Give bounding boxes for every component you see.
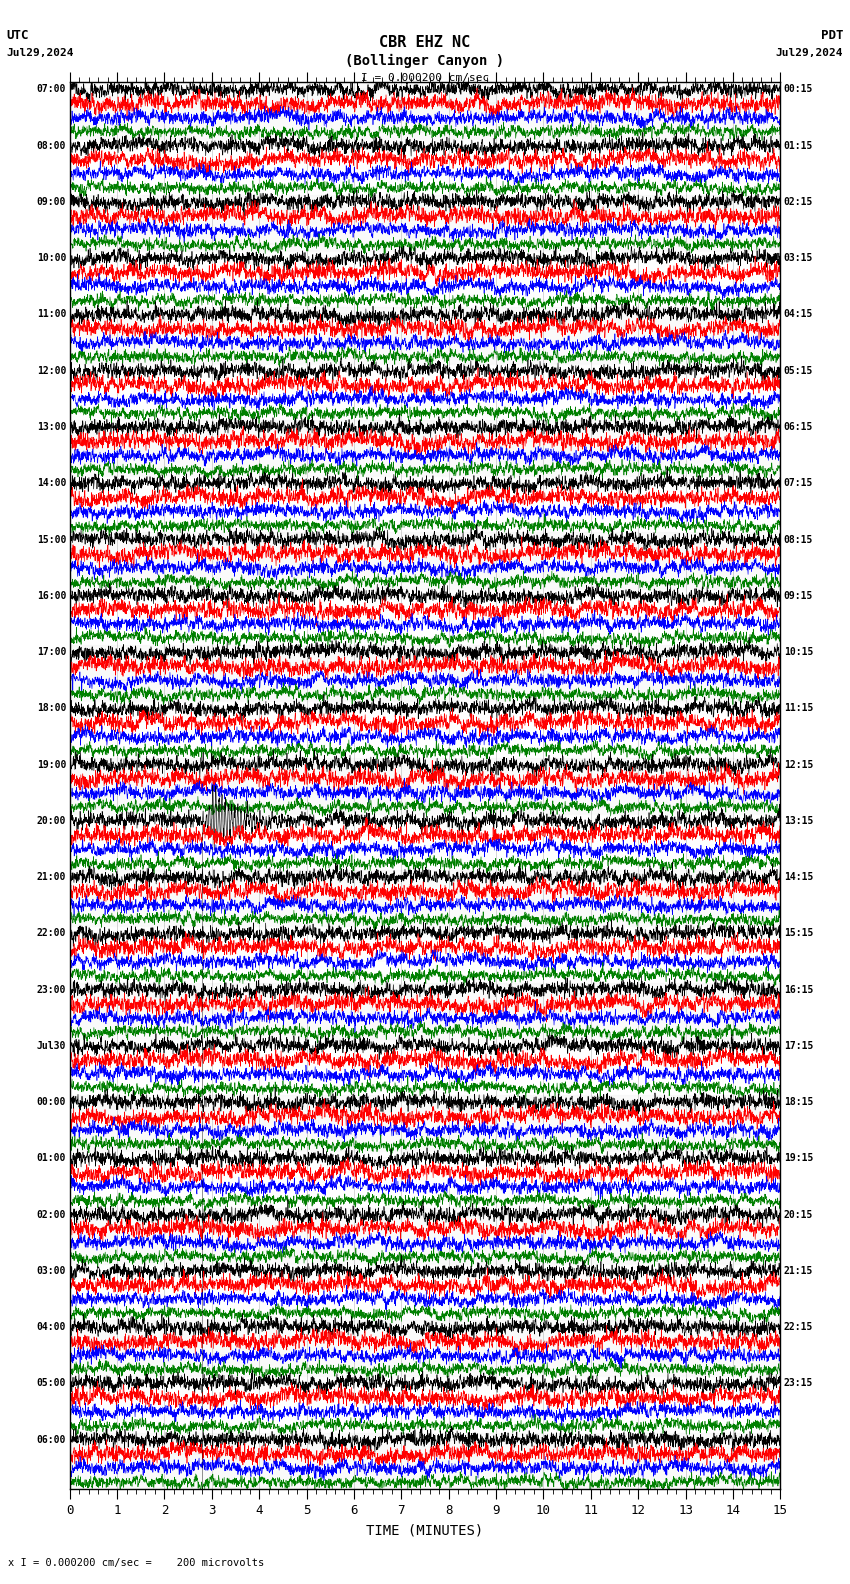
Text: CBR EHZ NC: CBR EHZ NC xyxy=(379,35,471,49)
Text: 23:15: 23:15 xyxy=(784,1378,813,1389)
Bar xyxy=(70,532,780,589)
Bar xyxy=(70,702,780,757)
Text: I = 0.000200 cm/sec: I = 0.000200 cm/sec xyxy=(361,73,489,82)
Bar xyxy=(70,927,780,982)
Bar xyxy=(70,1376,780,1432)
Text: 05:15: 05:15 xyxy=(784,366,813,375)
Bar xyxy=(70,1039,780,1095)
Bar xyxy=(70,1152,780,1207)
Text: 08:00: 08:00 xyxy=(37,141,66,150)
Text: 19:15: 19:15 xyxy=(784,1153,813,1163)
Text: 22:15: 22:15 xyxy=(784,1323,813,1332)
Text: 16:15: 16:15 xyxy=(784,985,813,995)
Bar xyxy=(70,589,780,645)
Text: 01:00: 01:00 xyxy=(37,1153,66,1163)
Text: 05:00: 05:00 xyxy=(37,1378,66,1389)
Text: 18:00: 18:00 xyxy=(37,703,66,713)
Text: 14:15: 14:15 xyxy=(784,873,813,882)
Text: 20:15: 20:15 xyxy=(784,1210,813,1220)
Bar xyxy=(70,645,780,702)
Bar xyxy=(70,82,780,139)
Text: 14:00: 14:00 xyxy=(37,478,66,488)
Text: 03:00: 03:00 xyxy=(37,1266,66,1277)
Text: 15:00: 15:00 xyxy=(37,534,66,545)
Bar xyxy=(70,870,780,927)
Text: (Bollinger Canyon ): (Bollinger Canyon ) xyxy=(345,54,505,68)
Bar xyxy=(70,1264,780,1319)
Bar xyxy=(70,307,780,364)
Text: Jul29,2024: Jul29,2024 xyxy=(776,48,843,57)
Text: 18:15: 18:15 xyxy=(784,1098,813,1107)
Text: 21:15: 21:15 xyxy=(784,1266,813,1277)
Text: 02:00: 02:00 xyxy=(37,1210,66,1220)
Text: 09:15: 09:15 xyxy=(784,591,813,600)
Bar xyxy=(70,1095,780,1152)
Bar xyxy=(70,420,780,477)
Bar xyxy=(70,982,780,1039)
Text: 04:15: 04:15 xyxy=(784,309,813,320)
Text: 07:00: 07:00 xyxy=(37,84,66,95)
Text: 04:00: 04:00 xyxy=(37,1323,66,1332)
Text: 13:15: 13:15 xyxy=(784,816,813,825)
Bar xyxy=(70,364,780,420)
Text: 11:00: 11:00 xyxy=(37,309,66,320)
Text: 22:00: 22:00 xyxy=(37,928,66,938)
Text: PDT: PDT xyxy=(821,29,843,41)
Text: Jul30: Jul30 xyxy=(37,1041,66,1050)
Text: 17:00: 17:00 xyxy=(37,646,66,657)
Text: 10:15: 10:15 xyxy=(784,646,813,657)
Text: 01:15: 01:15 xyxy=(784,141,813,150)
X-axis label: TIME (MINUTES): TIME (MINUTES) xyxy=(366,1524,484,1538)
Text: 12:15: 12:15 xyxy=(784,760,813,770)
Text: 02:15: 02:15 xyxy=(784,196,813,208)
Text: 23:00: 23:00 xyxy=(37,985,66,995)
Text: 19:00: 19:00 xyxy=(37,760,66,770)
Text: 16:00: 16:00 xyxy=(37,591,66,600)
Text: 17:15: 17:15 xyxy=(784,1041,813,1050)
Text: 08:15: 08:15 xyxy=(784,534,813,545)
Bar xyxy=(70,1207,780,1264)
Text: 00:15: 00:15 xyxy=(784,84,813,95)
Text: 07:15: 07:15 xyxy=(784,478,813,488)
Bar xyxy=(70,814,780,870)
Text: 00:00: 00:00 xyxy=(37,1098,66,1107)
Text: 06:00: 06:00 xyxy=(37,1435,66,1445)
Bar xyxy=(70,195,780,252)
Text: 09:00: 09:00 xyxy=(37,196,66,208)
Bar xyxy=(70,139,780,195)
Text: UTC: UTC xyxy=(7,29,29,41)
Text: 12:00: 12:00 xyxy=(37,366,66,375)
Text: 10:00: 10:00 xyxy=(37,253,66,263)
Text: 03:15: 03:15 xyxy=(784,253,813,263)
Text: Jul29,2024: Jul29,2024 xyxy=(7,48,74,57)
Bar xyxy=(70,477,780,532)
Text: 13:00: 13:00 xyxy=(37,421,66,432)
Text: 11:15: 11:15 xyxy=(784,703,813,713)
Text: 20:00: 20:00 xyxy=(37,816,66,825)
Bar xyxy=(70,757,780,814)
Bar xyxy=(70,1432,780,1489)
Bar xyxy=(70,252,780,307)
Text: 06:15: 06:15 xyxy=(784,421,813,432)
Text: 15:15: 15:15 xyxy=(784,928,813,938)
Text: 21:00: 21:00 xyxy=(37,873,66,882)
Text: x I = 0.000200 cm/sec =    200 microvolts: x I = 0.000200 cm/sec = 200 microvolts xyxy=(8,1559,264,1568)
Bar xyxy=(70,1319,780,1376)
